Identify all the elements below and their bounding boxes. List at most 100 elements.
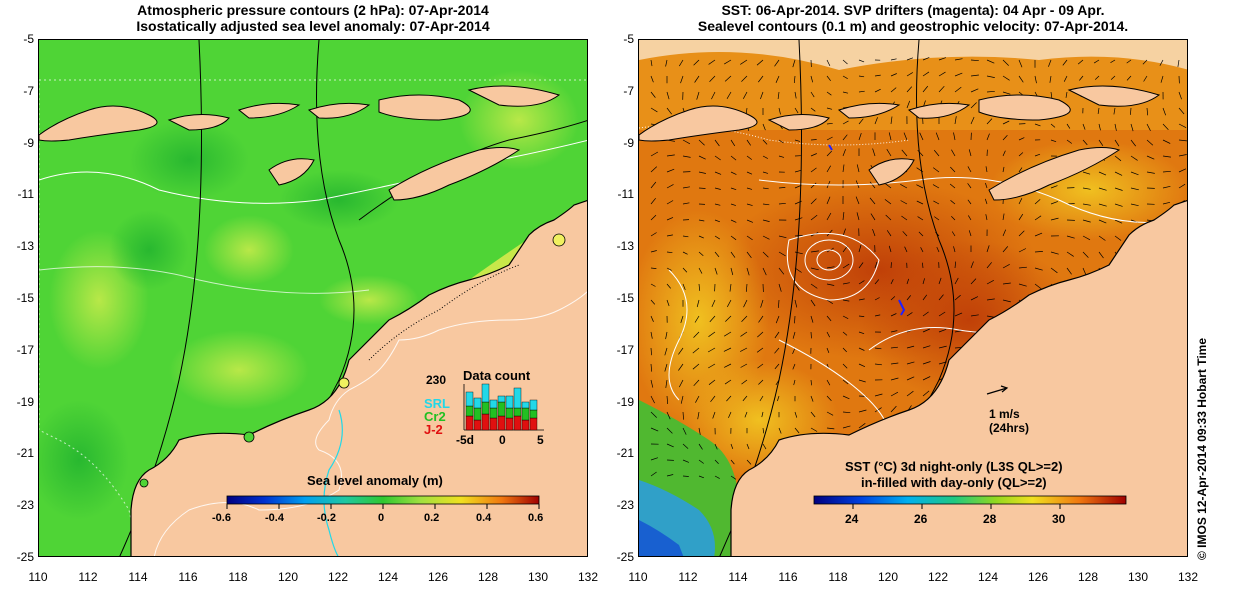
velocity-arrow: [916, 200, 924, 205]
velocity-arrow: [1034, 75, 1037, 84]
velocity-arrow: [906, 72, 913, 77]
velocity-arrow: [746, 155, 753, 160]
slac-tick-5: 0.4: [476, 512, 492, 524]
velocity-arrow: [1082, 267, 1087, 276]
velocity-arrow: [762, 139, 768, 145]
velocity-arrow: [826, 59, 831, 67]
velocity-arrow: [746, 267, 750, 276]
left-map-title: Atmospheric pressure contours (2 hPa): 0…: [38, 2, 588, 34]
velocity-arrow: [778, 107, 781, 115]
inset-bar-segment: [473, 397, 482, 409]
velocity-arrow: [650, 457, 659, 461]
velocity-arrow: [1018, 248, 1027, 253]
legend-srl: SRL: [424, 396, 450, 411]
velocity-arrow: [900, 200, 908, 205]
velocity-arrow: [794, 217, 803, 221]
velocity-arrow: [794, 184, 802, 189]
velocity-arrow: [666, 267, 672, 271]
velocity-arrow: [666, 107, 672, 115]
velocity-arrow: [1050, 185, 1058, 189]
velocity-arrow: [794, 299, 798, 308]
velocity-arrow: [906, 57, 914, 61]
velocity-arrow: [810, 267, 819, 271]
velocity-arrow: [730, 475, 737, 480]
velocity-arrow: [745, 283, 748, 292]
velocity-arrow: [874, 393, 883, 397]
velocity-arrow: [666, 251, 673, 254]
velocity-arrow: [1142, 59, 1148, 65]
velocity-arrow: [842, 299, 850, 302]
velocity-arrow: [856, 212, 860, 221]
velocity-arrow: [810, 411, 816, 418]
velocity-arrow: [746, 139, 751, 146]
velocity-arrow: [724, 331, 732, 337]
left-lon-tick-11: 132: [577, 570, 599, 584]
inset-bar-segment: [465, 391, 474, 407]
velocity-arrow: [826, 347, 830, 354]
velocity-arrow: [938, 71, 946, 77]
velocity-arrow: [986, 245, 990, 253]
velocity-arrow: [730, 203, 737, 206]
velocity-arrow: [762, 251, 769, 258]
velocity-arrow: [666, 411, 671, 420]
velocity-arrow: [870, 213, 876, 221]
left-lat-tick-7: -19: [16, 394, 34, 409]
velocity-arrow: [842, 91, 849, 94]
velocity-arrow: [842, 212, 845, 221]
velocity-arrow: [693, 379, 700, 387]
velocity-arrow: [1162, 139, 1171, 144]
slac-tick-4: 0.2: [424, 512, 440, 524]
velocity-arrow: [938, 294, 944, 301]
left-title-line2: Isostatically adjusted sea level anomaly…: [136, 18, 490, 34]
inset-bar-segment: [473, 407, 482, 421]
velocity-arrow: [666, 168, 675, 173]
velocity-arrow: [906, 390, 914, 397]
velocity-arrow: [1018, 283, 1027, 287]
velocity-arrow: [778, 139, 784, 144]
velocity-arrow: [1146, 107, 1149, 116]
velocity-arrow: [1082, 251, 1089, 258]
velocity-arrow: [869, 197, 876, 205]
velocity-arrow: [842, 363, 848, 369]
velocity-arrow: [906, 86, 913, 93]
velocity-arrow: [725, 315, 732, 322]
velocity-arrow: [741, 379, 748, 385]
velocity-arrow: [810, 379, 812, 386]
velocity-arrow: [986, 75, 995, 78]
sst-tick-1: 26: [914, 512, 928, 526]
left-lat-tick-9: -23: [16, 498, 34, 513]
velocity-arrow: [826, 150, 832, 157]
velocity-arrow: [794, 251, 803, 255]
velocity-arrow: [682, 139, 691, 145]
velocity-arrow: [970, 261, 974, 269]
velocity-arrow: [730, 139, 736, 147]
left-lon-tick-5: 120: [277, 570, 299, 584]
right-lat-tick-10: -25: [616, 550, 634, 564]
velocity-arrow: [794, 235, 803, 237]
velocity-arrow: [1178, 154, 1187, 157]
velocity-arrow: [1178, 123, 1187, 129]
velocity-arrow: [1018, 167, 1023, 173]
velocity-arrow: [1066, 267, 1072, 275]
velocity-arrow: [744, 411, 748, 418]
velocity-arrow: [714, 251, 720, 258]
velocity-arrow: [932, 184, 940, 189]
velocity-arrow: [1177, 59, 1180, 67]
velocity-arrow: [1082, 219, 1091, 223]
velocity-arrow: [906, 295, 911, 301]
velocity-arrow: [934, 216, 940, 221]
velocity-arrow: [1146, 171, 1155, 174]
velocity-arrow: [650, 315, 654, 322]
velocity-arrow: [758, 315, 764, 323]
velocity-arrow: [1098, 123, 1101, 131]
velocity-arrow: [778, 235, 787, 239]
velocity-arrow: [938, 57, 947, 61]
velocity-arrow: [1018, 137, 1025, 141]
velocity-arrow: [756, 59, 764, 66]
velocity-arrow: [1178, 168, 1187, 173]
velocity-arrow: [1093, 59, 1100, 64]
velocity-arrow: [922, 390, 930, 397]
velocity-arrow: [650, 250, 657, 253]
inset-bar-segment: [489, 407, 498, 419]
velocity-arrow: [967, 215, 972, 221]
